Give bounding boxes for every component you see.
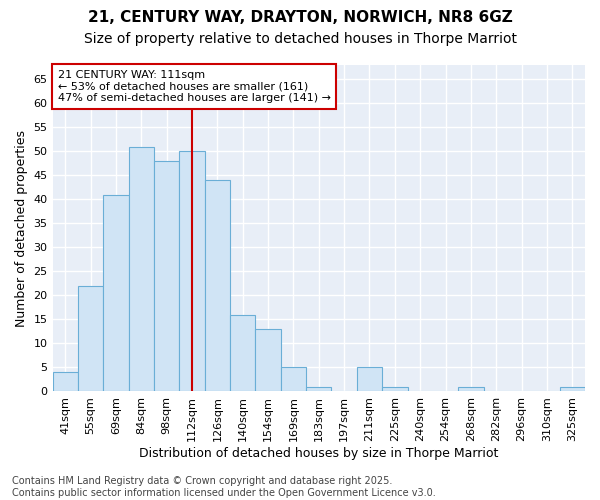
- Y-axis label: Number of detached properties: Number of detached properties: [15, 130, 28, 326]
- Bar: [154, 161, 179, 392]
- X-axis label: Distribution of detached houses by size in Thorpe Marriot: Distribution of detached houses by size …: [139, 447, 499, 460]
- Bar: [560, 386, 585, 392]
- Bar: [205, 180, 230, 392]
- Bar: [306, 386, 331, 392]
- Text: Size of property relative to detached houses in Thorpe Marriot: Size of property relative to detached ho…: [83, 32, 517, 46]
- Bar: [78, 286, 103, 392]
- Bar: [458, 386, 484, 392]
- Bar: [128, 146, 154, 392]
- Text: 21, CENTURY WAY, DRAYTON, NORWICH, NR8 6GZ: 21, CENTURY WAY, DRAYTON, NORWICH, NR8 6…: [88, 10, 512, 25]
- Text: Contains HM Land Registry data © Crown copyright and database right 2025.
Contai: Contains HM Land Registry data © Crown c…: [12, 476, 436, 498]
- Bar: [53, 372, 78, 392]
- Bar: [382, 386, 407, 392]
- Bar: [357, 368, 382, 392]
- Bar: [103, 194, 128, 392]
- Text: 21 CENTURY WAY: 111sqm
← 53% of detached houses are smaller (161)
47% of semi-de: 21 CENTURY WAY: 111sqm ← 53% of detached…: [58, 70, 331, 103]
- Bar: [281, 368, 306, 392]
- Bar: [179, 152, 205, 392]
- Bar: [230, 314, 256, 392]
- Bar: [256, 329, 281, 392]
